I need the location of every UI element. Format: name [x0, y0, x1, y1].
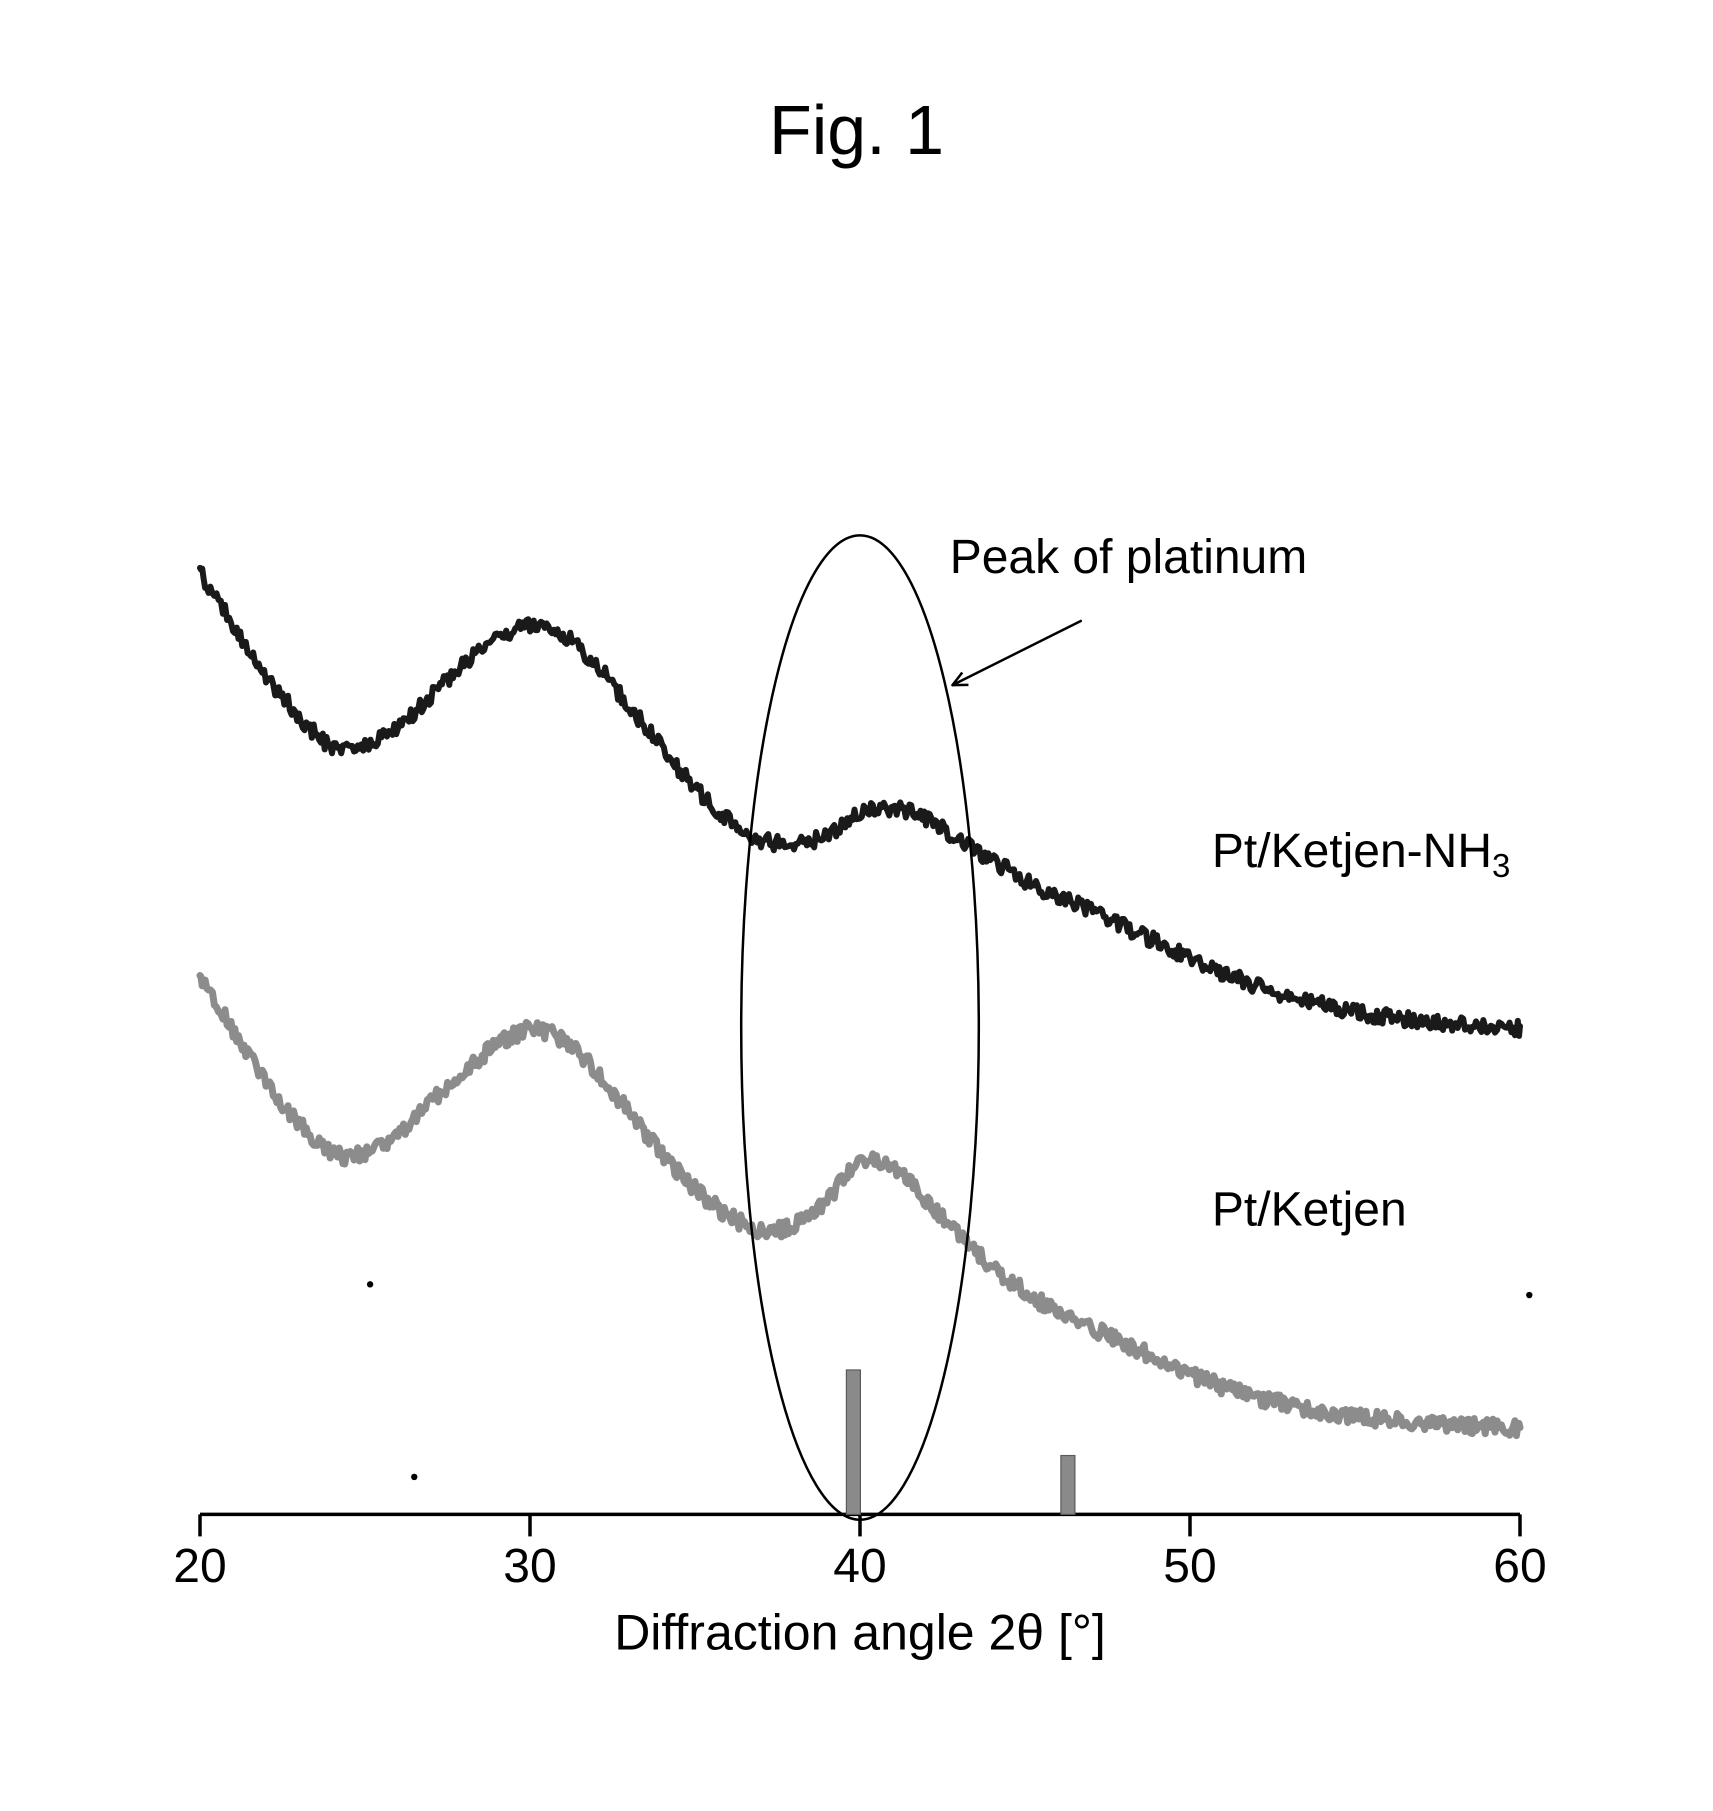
xrd-chart: 2030405060Diffraction angle 2θ [°]Pt/Ket… — [170, 530, 1550, 1600]
pt-reference-bar — [1061, 1456, 1075, 1515]
figure-stage: Fig. 1 20 30 40 50 60 Diffraction angle 2θ [°… — [0, 0, 1713, 1811]
pt-reference-bar — [846, 1370, 860, 1514]
scan-dot — [367, 1281, 373, 1287]
pt-peak-arrow-line — [952, 621, 1080, 685]
x-tick-label: 20 — [173, 1540, 226, 1593]
x-tick-label: 40 — [833, 1540, 886, 1593]
x-axis-label: Diffraction angle 2θ [°] — [614, 1604, 1106, 1660]
x-tick-label: 30 — [503, 1540, 556, 1593]
x-tick-label: 60 — [1493, 1540, 1546, 1593]
scan-dot — [1526, 1292, 1532, 1298]
scan-dot — [411, 1474, 417, 1480]
series-label: Pt/Ketjen — [1212, 1184, 1407, 1237]
series-label: Pt/Ketjen-NH3 — [1212, 825, 1510, 884]
pt-peak-label: Peak of platinum — [950, 531, 1308, 584]
series-Pt/Ketjen-NH3 — [200, 568, 1520, 1036]
x-tick-label: 50 — [1163, 1540, 1216, 1593]
figure-title: Fig. 1 — [0, 90, 1713, 170]
